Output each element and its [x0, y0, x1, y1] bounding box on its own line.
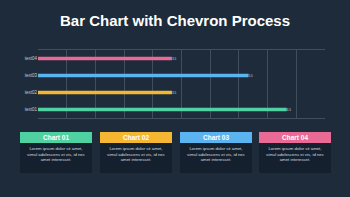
html-text:Chart 04: Chart 04 [282, 134, 308, 141]
svg-text:text04: text04 [25, 56, 38, 61]
svg-text:6.5: 6.5 [287, 108, 292, 112]
html-text:Chart 01: Chart 01 [43, 134, 69, 141]
svg-text:text01: text01 [25, 107, 38, 112]
svg-text:text02: text02 [25, 90, 38, 95]
svg-text:3.5: 3.5 [172, 57, 177, 61]
html-text:Lorem ipsum dolor sit amet, si: Lorem ipsum dolor sit amet, simul adoles… [266, 146, 324, 163]
html-text:Lorem ipsum dolor sit amet, si: Lorem ipsum dolor sit amet, simul adoles… [107, 146, 165, 163]
html-text:Chart 03: Chart 03 [203, 134, 229, 141]
html-text:Lorem ipsum dolor sit amet, si: Lorem ipsum dolor sit amet, simul adoles… [27, 146, 85, 163]
svg-text:text03: text03 [25, 73, 38, 78]
html-text:Chart 02: Chart 02 [123, 134, 149, 141]
svg-text:3.5: 3.5 [172, 91, 177, 95]
svg-text:5.5: 5.5 [248, 74, 253, 78]
svg-text:Bar Chart with Chevron Process: Bar Chart with Chevron Process [60, 12, 290, 29]
html-text:Lorem ipsum dolor sit amet, si: Lorem ipsum dolor sit amet, simul adoles… [187, 146, 245, 163]
